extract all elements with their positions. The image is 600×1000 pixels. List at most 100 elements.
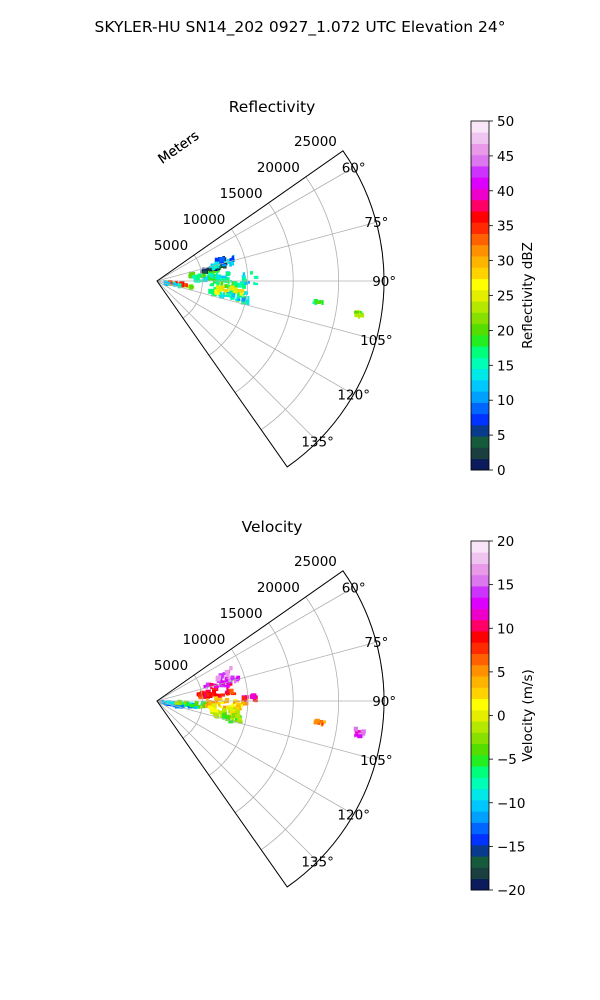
reflectivity-echo-region [354,310,365,319]
velocity-colorbar-swatch [471,822,489,835]
reflectivity-azimuth-spoke [156,280,354,395]
reflectivity-colorbar-swatch [471,143,489,156]
velocity-panel: Velocity500010000150002000025000Meters60… [154,128,536,899]
velocity-azimuth-tick-label: 90° [372,694,396,710]
velocity-azimuth-tick-label: 105° [360,753,393,769]
reflectivity-colorbar-swatch [471,391,489,403]
velocity-colorbar-swatch [471,799,489,812]
velocity-colorbar-swatch [471,687,489,700]
reflectivity-azimuth-spoke [156,221,377,282]
velocity-colorbar-tick-label: 15 [497,578,514,594]
reflectivity-azimuth-spoke [156,280,377,341]
velocity-colorbar-swatch [471,698,489,711]
reflectivity-colorbar-tick-label: 35 [497,219,514,235]
reflectivity-azimuth-tick-label: 135° [301,435,334,451]
velocity-colorbar-swatch [471,597,489,609]
velocity-echo-region [205,695,249,712]
velocity-colorbar-swatch [471,619,489,632]
velocity-colorbar-label: Velocity (m/s) [520,669,536,762]
reflectivity-colorbar-swatch [471,289,489,302]
reflectivity-colorbar-swatch [471,278,489,291]
velocity-range-ring [260,596,339,851]
reflectivity-colorbar-swatch [471,244,489,257]
velocity-range-ring [234,622,294,813]
velocity-colorbar-swatch [471,631,489,643]
velocity-colorbar-swatch [471,586,489,598]
reflectivity-colorbar-swatch [471,379,489,392]
velocity-range-tick-label: 10000 [182,632,225,648]
reflectivity-colorbar-swatch [471,211,489,223]
velocity-range-tick-label: 20000 [257,580,300,596]
velocity-colorbar-swatch [471,642,489,654]
velocity-range-tick-label: 25000 [294,554,337,570]
velocity-colorbar-swatch [471,777,489,790]
reflectivity-colorbar-swatch [471,436,489,448]
reflectivity-azimuth-tick-label: 75° [364,215,388,231]
figure-suptitle: SKYLER-HU SN14_202 0927_1.072 UTC Elevat… [95,18,506,37]
velocity-azimuth-tick-label: 60° [342,580,366,596]
reflectivity-colorbar-tick-label: 50 [497,114,514,130]
velocity-colorbar-swatch [471,709,489,722]
reflectivity-colorbar-swatch [471,188,489,201]
reflectivity-colorbar-tick-label: 20 [497,323,514,339]
reflectivity-azimuth-spoke [156,167,354,282]
reflectivity-colorbar-tick-label: 30 [497,254,514,270]
reflectivity-colorbar-swatch [471,301,489,313]
reflectivity-echo-region [193,271,231,284]
reflectivity-range-tick-label: 25000 [294,134,337,150]
velocity-colorbar-tick-label: −10 [497,796,526,812]
reflectivity-range-ring [208,228,249,356]
velocity-colorbar-swatch [471,754,489,767]
reflectivity-colorbar-tick-label: 45 [497,149,514,165]
reflectivity-colorbar-tick-label: 0 [497,463,506,479]
reflectivity-echo-region [226,292,250,306]
reflectivity-colorbar-swatch [471,177,489,189]
velocity-colorbar-tick-label: −5 [497,752,517,768]
reflectivity-range-tick-label: 20000 [257,160,300,176]
reflectivity-colorbar-swatch [471,346,489,358]
reflectivity-azimuth-tick-label: 105° [360,333,393,349]
velocity-azimuth-spoke [156,700,354,815]
velocity-colorbar-swatch [471,541,489,553]
velocity-azimuth-spoke [156,587,354,702]
reflectivity-range-ring [234,202,294,393]
reflectivity-colorbar-swatch [471,357,489,370]
reflectivity-range-tick-label: 10000 [182,212,225,228]
velocity-colorbar-swatch [471,563,489,576]
reflectivity-colorbar-swatch [471,413,489,426]
velocity-echo-region [174,699,208,709]
velocity-colorbar-swatch [471,574,489,587]
reflectivity-range-ring [260,176,339,431]
reflectivity-colorbar-swatch [471,121,489,133]
reflectivity-sector-frame [156,150,385,468]
reflectivity-azimuth-tick-label: 120° [337,388,370,404]
reflectivity-colorbar-swatch [471,132,489,144]
velocity-colorbar-tick-label: −15 [497,839,526,855]
velocity-echo-region [353,726,366,739]
reflectivity-azimuth-spoke [156,280,318,442]
velocity-echo-region [313,718,326,727]
velocity-echo-region [196,687,237,700]
velocity-colorbar-swatch [471,856,489,868]
velocity-colorbar-swatch [471,867,489,880]
reflectivity-echo-region [214,256,234,265]
velocity-colorbar-tick-label: 20 [497,534,514,550]
velocity-colorbar-swatch [471,721,489,733]
velocity-colorbar-swatch [471,608,489,621]
velocity-range-tick-label: 5000 [154,658,188,674]
velocity-colorbar-tick-label: 10 [497,621,514,637]
velocity-colorbar: −20 −15 −10 −5 0 5 10 15 20 Velocity (m/s) [470,534,536,899]
velocity-colorbar-swatch [471,552,489,564]
reflectivity-colorbar-swatch [471,458,489,471]
velocity-colorbar-swatch [471,766,489,778]
velocity-colorbar-swatch [471,664,489,677]
reflectivity-title: Reflectivity [229,98,316,116]
reflectivity-colorbar-swatch [471,323,489,336]
velocity-colorbar-swatch [471,788,489,801]
reflectivity-colorbar-swatch [471,199,489,212]
reflectivity-colorbar-swatch [471,424,489,437]
reflectivity-colorbar-swatch [471,233,489,246]
reflectivity-range-tick-label: 5000 [154,238,188,254]
reflectivity-colorbar-swatch [471,368,489,381]
reflectivity-colorbar-tick-label: 25 [497,289,514,305]
